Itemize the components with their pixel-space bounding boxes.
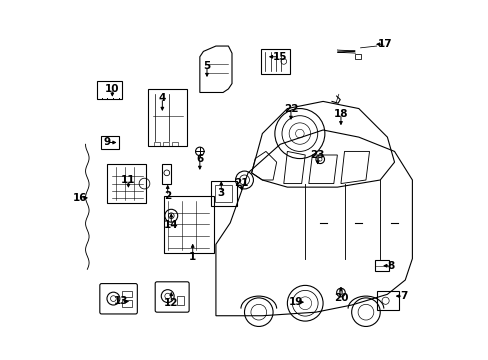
Bar [177, 296, 184, 305]
Text: 20: 20 [333, 293, 347, 303]
Text: 8: 8 [386, 261, 394, 271]
Text: 3: 3 [217, 188, 224, 198]
Text: 11: 11 [121, 175, 135, 185]
Bar [122, 300, 132, 307]
Text: 14: 14 [163, 220, 178, 230]
Text: 18: 18 [333, 109, 347, 119]
Text: 12: 12 [163, 298, 178, 308]
Text: 16: 16 [73, 193, 87, 203]
Text: 19: 19 [288, 297, 303, 307]
Bar [354, 54, 360, 59]
Text: 9: 9 [103, 138, 110, 148]
Text: 6: 6 [196, 154, 203, 163]
Bar [162, 164, 171, 184]
Text: 2: 2 [164, 191, 171, 201]
Bar [172, 142, 177, 146]
Bar [122, 291, 132, 297]
Bar [163, 142, 168, 146]
Bar [154, 142, 160, 146]
Text: 15: 15 [272, 52, 287, 62]
Text: 17: 17 [378, 39, 392, 49]
Text: 10: 10 [105, 84, 120, 94]
Bar [215, 185, 232, 202]
Bar [374, 260, 388, 271]
Text: 21: 21 [234, 178, 248, 188]
Text: 1: 1 [189, 252, 196, 262]
Text: 23: 23 [310, 150, 325, 160]
Text: 4: 4 [158, 93, 166, 103]
Text: 13: 13 [114, 296, 128, 306]
Text: 22: 22 [283, 104, 298, 113]
Text: 5: 5 [203, 61, 210, 71]
Text: 7: 7 [399, 291, 407, 301]
